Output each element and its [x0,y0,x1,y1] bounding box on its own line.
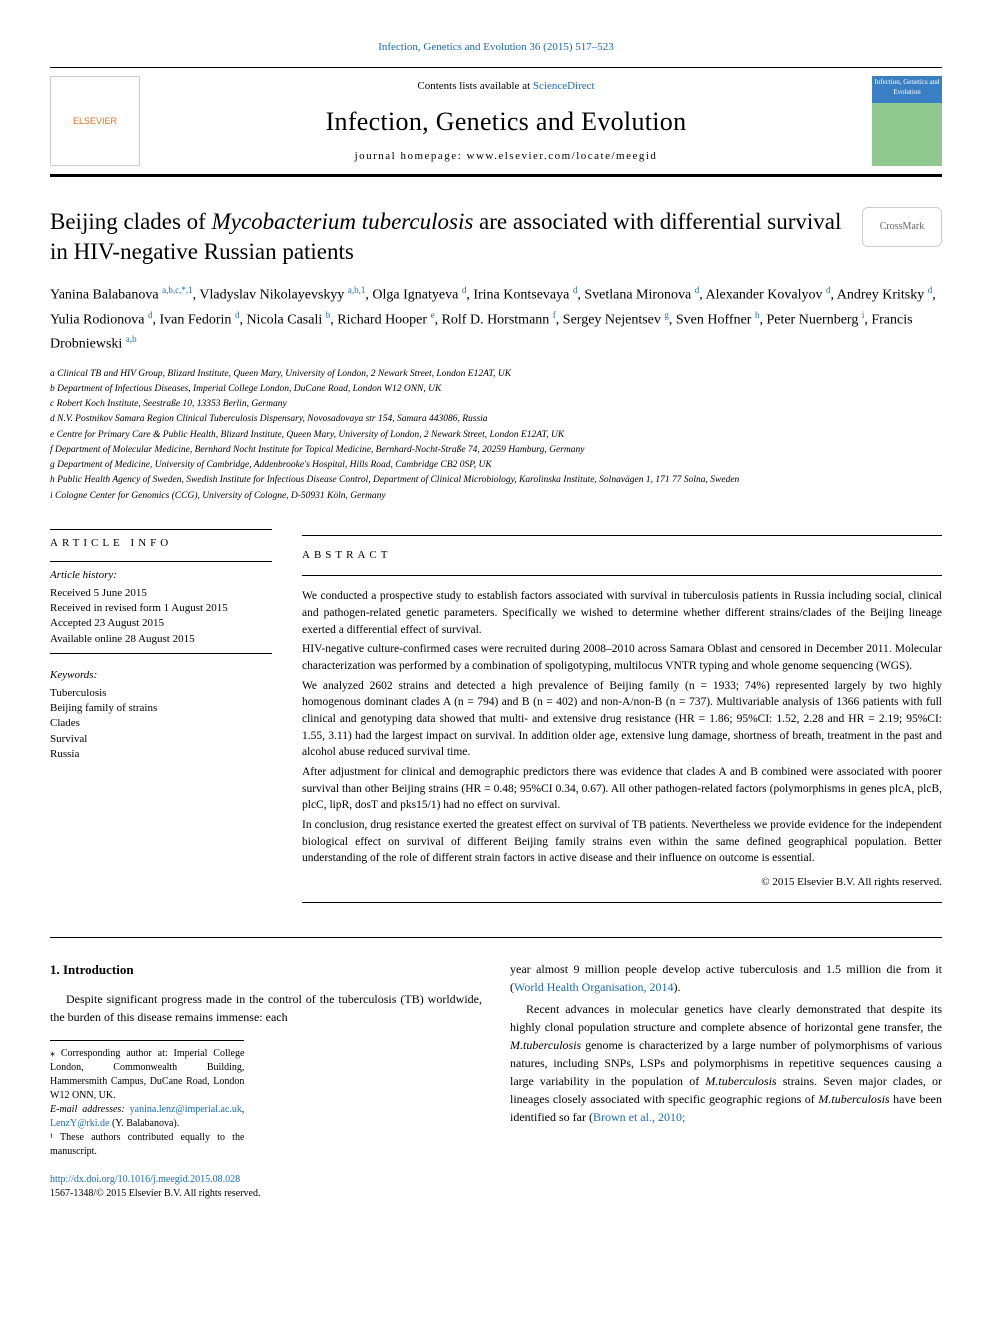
list-item: Beijing family of strains [50,701,272,716]
list-item: Survival [50,732,272,747]
affiliation-list: a Clinical TB and HIV Group, Blizard Ins… [50,367,942,503]
citation-link[interactable]: Brown et al., 2010; [593,1110,685,1124]
journal-cover-thumbnail[interactable]: Infection, Genetics and Evolution [872,76,942,166]
issn-copyright: 1567-1348/© 2015 Elsevier B.V. All right… [50,1188,260,1199]
abstract-column: ABSTRACT We conducted a prospective stud… [302,523,942,916]
list-item: e Centre for Primary Care & Public Healt… [50,428,942,442]
body-paragraph: year almost 9 million people develop act… [510,960,942,996]
email-link-2[interactable]: LenzY@rki.de [50,1118,109,1129]
abstract-text: We conducted a prospective study to esta… [302,588,942,867]
email-addresses: E-mail addresses: yanina.lenz@imperial.a… [50,1103,244,1131]
abstract-label: ABSTRACT [302,548,942,563]
list-item: b Department of Infectious Diseases, Imp… [50,382,942,396]
contents-prefix: Contents lists available at [417,80,532,92]
divider [50,653,272,654]
journal-name: Infection, Genetics and Evolution [160,104,852,140]
list-item: Russia [50,747,272,762]
equal-contribution-note: ¹ These authors contributed equally to t… [50,1131,244,1159]
list-item: c Robert Koch Institute, Seestraße 10, 1… [50,397,942,411]
list-item: In conclusion, drug resistance exerted t… [302,817,942,867]
list-item: d N.V. Postnikov Samara Region Clinical … [50,412,942,426]
list-item: After adjustment for clinical and demogr… [302,764,942,814]
list-item: Tuberculosis [50,686,272,701]
divider [302,902,942,903]
masthead: ELSEVIER Contents lists available at Sci… [50,67,942,177]
keywords-label: Keywords: [50,668,272,683]
list-item: a Clinical TB and HIV Group, Blizard Ins… [50,367,942,381]
body-text: ). [673,980,680,994]
citation-link[interactable]: World Health Organisation, 2014 [514,980,673,994]
journal-homepage: journal homepage: www.elsevier.com/locat… [160,149,852,164]
email-label: E-mail addresses: [50,1104,130,1115]
author-list: Yanina Balabanova a,b,c,*,1, Vladyslav N… [50,283,942,356]
divider [302,535,942,536]
footnotes: ⁎ Corresponding author at: Imperial Coll… [50,1040,244,1159]
list-item: Available online 28 August 2015 [50,632,272,647]
species-name: M.tuberculosis [510,1038,581,1052]
article-info-label: ARTICLE INFO [50,536,272,551]
journal-citation-link[interactable]: Infection, Genetics and Evolution 36 (20… [378,41,614,53]
masthead-center: Contents lists available at ScienceDirec… [160,79,852,164]
contents-line: Contents lists available at ScienceDirec… [160,79,852,94]
sciencedirect-link[interactable]: ScienceDirect [533,80,595,92]
divider [50,529,272,530]
list-item: HIV-negative culture-confirmed cases wer… [302,641,942,674]
email-separator: , [242,1104,245,1115]
list-item: Received 5 June 2015 [50,586,272,601]
doi-link[interactable]: http://dx.doi.org/10.1016/j.meegid.2015.… [50,1174,240,1185]
list-item: h Public Health Agency of Sweden, Swedis… [50,473,942,487]
body-paragraph: Despite significant progress made in the… [50,990,482,1026]
homepage-prefix: journal homepage: [355,150,467,162]
list-item: Clades [50,716,272,731]
elsevier-logo[interactable]: ELSEVIER [50,76,140,166]
email-link-1[interactable]: yanina.lenz@imperial.ac.uk [130,1104,242,1115]
list-item: g Department of Medicine, University of … [50,458,942,472]
body-columns: 1. Introduction Despite significant prog… [50,960,942,1159]
list-item: f Department of Molecular Medicine, Bern… [50,443,942,457]
info-abstract-row: ARTICLE INFO Article history: Received 5… [50,523,942,916]
email-suffix: (Y. Balabanova). [109,1118,179,1129]
list-item: i Cologne Center for Genomics (CCG), Uni… [50,489,942,503]
section-heading-introduction: 1. Introduction [50,960,482,980]
list-item: Accepted 23 August 2015 [50,616,272,631]
crossmark-badge[interactable]: CrossMark [862,207,942,247]
list-item: We analyzed 2602 strains and detected a … [302,678,942,761]
article-history-items: Received 5 June 2015Received in revised … [50,586,272,648]
homepage-url[interactable]: www.elsevier.com/locate/meegid [467,150,658,162]
journal-citation-header: Infection, Genetics and Evolution 36 (20… [50,40,942,55]
divider [50,561,272,562]
list-item: Received in revised form 1 August 2015 [50,601,272,616]
keyword-items: TuberculosisBeijing family of strainsCla… [50,686,272,763]
article-doi-footer: http://dx.doi.org/10.1016/j.meegid.2015.… [50,1173,942,1201]
section-divider [50,937,942,938]
article-history-label: Article history: [50,568,272,583]
article-title: Beijing clades of Mycobacterium tubercul… [50,207,842,267]
article-info-column: ARTICLE INFO Article history: Received 5… [50,523,272,916]
divider [302,575,942,576]
species-name: M.tuberculosis [705,1074,776,1088]
corresponding-author-note: ⁎ Corresponding author at: Imperial Coll… [50,1047,244,1103]
body-paragraph: Recent advances in molecular genetics ha… [510,1000,942,1126]
title-row: Beijing clades of Mycobacterium tubercul… [50,207,942,283]
abstract-copyright: © 2015 Elsevier B.V. All rights reserved… [302,875,942,890]
species-name: M.tuberculosis [818,1092,889,1106]
list-item: We conducted a prospective study to esta… [302,588,942,638]
body-text: Recent advances in molecular genetics ha… [510,1002,942,1034]
